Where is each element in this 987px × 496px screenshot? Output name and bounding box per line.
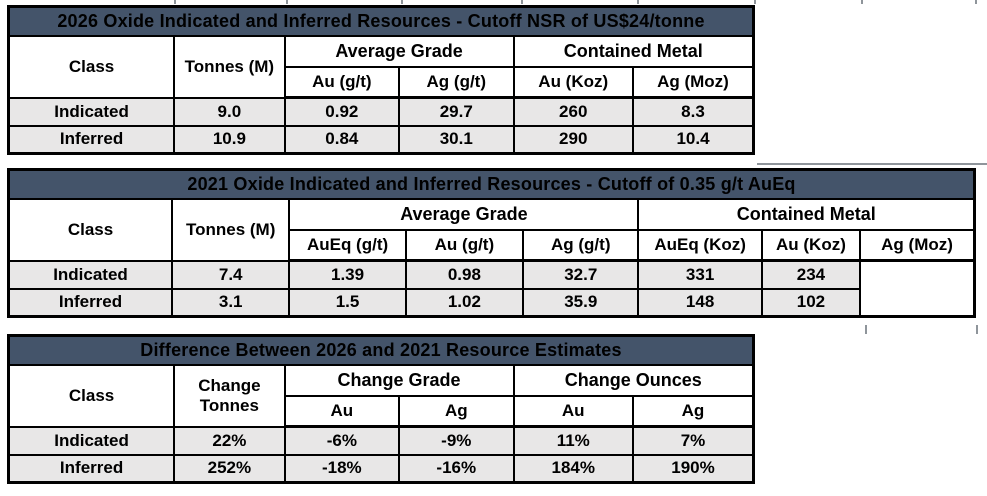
cell-value: 10.9 bbox=[173, 124, 286, 155]
column-header-au-koz: Au (Koz) bbox=[512, 65, 634, 99]
cell-value: 0.98 bbox=[404, 259, 525, 290]
group-header-average-grade: Average Grade bbox=[288, 197, 640, 231]
cell-value: 30.1 bbox=[398, 124, 515, 155]
table-row: Indicated 7.4 1.39 0.98 32.7 331 234 bbox=[7, 259, 975, 290]
cell-value: 35.9 bbox=[522, 287, 640, 318]
gridline bbox=[975, 0, 977, 4]
table-title-difference: Difference Between 2026 and 2021 Resourc… bbox=[7, 334, 755, 366]
cell-value: 11% bbox=[512, 425, 634, 456]
cell-value: 102 bbox=[760, 287, 862, 318]
cell-value: 8.3 bbox=[631, 96, 755, 127]
column-header-au-koz: Au (Koz) bbox=[760, 228, 862, 262]
group-header-contained-metal: Contained Metal bbox=[512, 34, 755, 68]
gridline bbox=[976, 325, 978, 334]
column-header-class: Class bbox=[7, 197, 173, 262]
cell-value: 0.84 bbox=[283, 124, 401, 155]
cell-value: 260 bbox=[512, 96, 634, 127]
column-header-ag-gt: Ag (g/t) bbox=[398, 65, 515, 99]
column-header-tonnes: Tonnes (M) bbox=[170, 197, 291, 262]
column-header-au: Au bbox=[512, 394, 634, 428]
cell-value: 0.92 bbox=[283, 96, 401, 127]
row-label-inferred: Inferred bbox=[7, 453, 176, 484]
column-header-ag-gt: Ag (g/t) bbox=[522, 228, 640, 262]
table-title-2026: 2026 Oxide Indicated and Inferred Resour… bbox=[7, 5, 755, 37]
column-header-class: Class bbox=[7, 363, 176, 428]
cell-value: 29.7 bbox=[398, 96, 515, 127]
table-row: Indicated 22% -6% -9% 11% 7% bbox=[7, 425, 755, 456]
group-header-average-grade: Average Grade bbox=[283, 34, 515, 68]
row-label-indicated: Indicated bbox=[7, 96, 176, 127]
cell-value: 3.1 bbox=[170, 287, 291, 318]
cell-value: -16% bbox=[398, 453, 515, 484]
column-header-ag-moz: Ag (Moz) bbox=[859, 228, 976, 262]
gridline bbox=[757, 163, 987, 165]
cell-value: 148 bbox=[637, 287, 763, 318]
table-row: Inferred 10.9 0.84 30.1 290 10.4 bbox=[7, 124, 755, 155]
cell-value: 331 bbox=[637, 259, 763, 290]
cell-value: 1.5 bbox=[288, 287, 407, 318]
column-header-tonnes: Tonnes (M) bbox=[173, 34, 286, 99]
gridline bbox=[401, 0, 403, 4]
table-row: Inferred 252% -18% -16% 184% 190% bbox=[7, 453, 755, 484]
cell-value: 1.02 bbox=[404, 287, 525, 318]
column-header-au: Au bbox=[283, 394, 401, 428]
cell-value: 7% bbox=[631, 425, 755, 456]
gridline bbox=[521, 0, 523, 4]
cell-value: 10.4 bbox=[631, 124, 755, 155]
cell-value: 184% bbox=[512, 453, 634, 484]
cell-value: 252% bbox=[173, 453, 286, 484]
row-label-inferred: Inferred bbox=[7, 124, 176, 155]
cell-value: -9% bbox=[398, 425, 515, 456]
gridline bbox=[754, 0, 756, 4]
cell-value: 1.39 bbox=[288, 259, 407, 290]
cell-value: 9.0 bbox=[173, 96, 286, 127]
gridline bbox=[637, 0, 639, 4]
column-header-change-tonnes: Change Tonnes bbox=[173, 363, 286, 428]
table-title-2021: 2021 Oxide Indicated and Inferred Resour… bbox=[7, 168, 976, 200]
group-header-contained-metal: Contained Metal bbox=[637, 197, 976, 231]
column-header-class: Class bbox=[7, 34, 176, 99]
row-label-indicated: Indicated bbox=[7, 259, 173, 290]
table-row: Inferred 3.1 1.5 1.02 35.9 148 102 bbox=[7, 287, 975, 318]
group-header-change-grade: Change Grade bbox=[283, 363, 515, 397]
cell-value: 234 bbox=[760, 259, 862, 290]
table-2026-oxide-resources: 2026 Oxide Indicated and Inferred Resour… bbox=[7, 5, 755, 155]
cell-value: 7.4 bbox=[170, 259, 291, 290]
gridline bbox=[286, 0, 288, 4]
gridline bbox=[861, 0, 863, 4]
cell-value: 190% bbox=[631, 453, 755, 484]
column-header-aueq-koz: AuEq (Koz) bbox=[637, 228, 763, 262]
column-header-aueq-gt: AuEq (g/t) bbox=[288, 228, 407, 262]
cell-value: -18% bbox=[283, 453, 401, 484]
column-header-ag: Ag bbox=[631, 394, 755, 428]
cell-value: 290 bbox=[512, 124, 634, 155]
column-header-ag: Ag bbox=[398, 394, 515, 428]
group-header-change-ounces: Change Ounces bbox=[512, 363, 755, 397]
table-row: Indicated 9.0 0.92 29.7 260 8.3 bbox=[7, 96, 755, 127]
row-label-indicated: Indicated bbox=[7, 425, 176, 456]
cell-value: -6% bbox=[283, 425, 401, 456]
cell-value: 22% bbox=[173, 425, 286, 456]
cell-value: 32.7 bbox=[522, 259, 640, 290]
gridline bbox=[865, 325, 867, 334]
column-header-au-gt: Au (g/t) bbox=[404, 228, 525, 262]
gridline bbox=[174, 0, 176, 4]
column-header-au-gt: Au (g/t) bbox=[283, 65, 401, 99]
row-label-inferred: Inferred bbox=[7, 287, 173, 318]
column-header-ag-moz: Ag (Moz) bbox=[631, 65, 755, 99]
table-2021-oxide-resources: 2021 Oxide Indicated and Inferred Resour… bbox=[7, 168, 976, 318]
table-difference-estimates: Difference Between 2026 and 2021 Resourc… bbox=[7, 334, 755, 484]
